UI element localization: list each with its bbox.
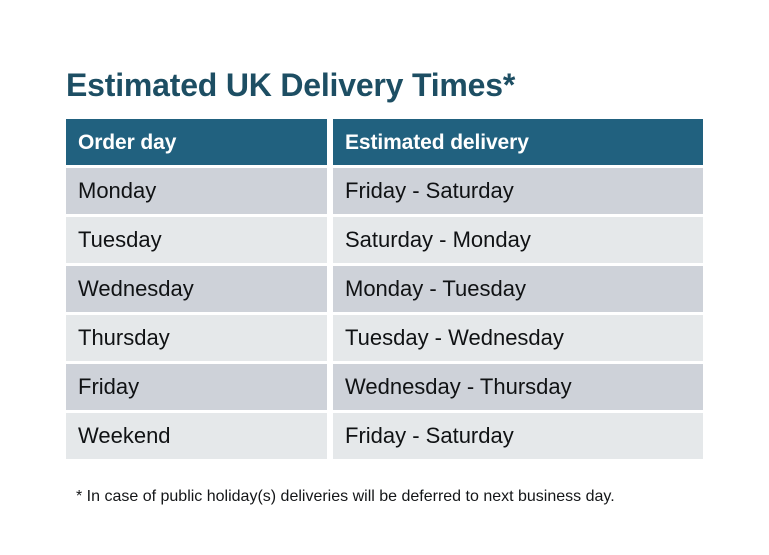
cell-order-day: Monday [66, 168, 327, 214]
table-row: Weekend Friday - Saturday [66, 413, 703, 459]
cell-order-day: Friday [66, 364, 327, 410]
table-row: Thursday Tuesday - Wednesday [66, 315, 703, 361]
cell-order-day: Tuesday [66, 217, 327, 263]
cell-estimated-delivery: Friday - Saturday [333, 168, 703, 214]
table-row: Tuesday Saturday - Monday [66, 217, 703, 263]
footnote-text: * In case of public holiday(s) deliverie… [76, 488, 615, 505]
cell-order-day: Weekend [66, 413, 327, 459]
cell-estimated-delivery: Tuesday - Wednesday [333, 315, 703, 361]
cell-order-day: Thursday [66, 315, 327, 361]
page-title: Estimated UK Delivery Times* [66, 67, 516, 104]
cell-estimated-delivery: Wednesday - Thursday [333, 364, 703, 410]
table-row: Friday Wednesday - Thursday [66, 364, 703, 410]
delivery-times-table: Order day Estimated delivery Monday Frid… [66, 119, 703, 459]
table-row: Monday Friday - Saturday [66, 168, 703, 214]
table-header-row: Order day Estimated delivery [66, 119, 703, 165]
column-header-order-day: Order day [66, 119, 327, 165]
table-row: Wednesday Monday - Tuesday [66, 266, 703, 312]
cell-estimated-delivery: Friday - Saturday [333, 413, 703, 459]
cell-estimated-delivery: Saturday - Monday [333, 217, 703, 263]
column-header-estimated-delivery: Estimated delivery [333, 119, 703, 165]
cell-order-day: Wednesday [66, 266, 327, 312]
cell-estimated-delivery: Monday - Tuesday [333, 266, 703, 312]
